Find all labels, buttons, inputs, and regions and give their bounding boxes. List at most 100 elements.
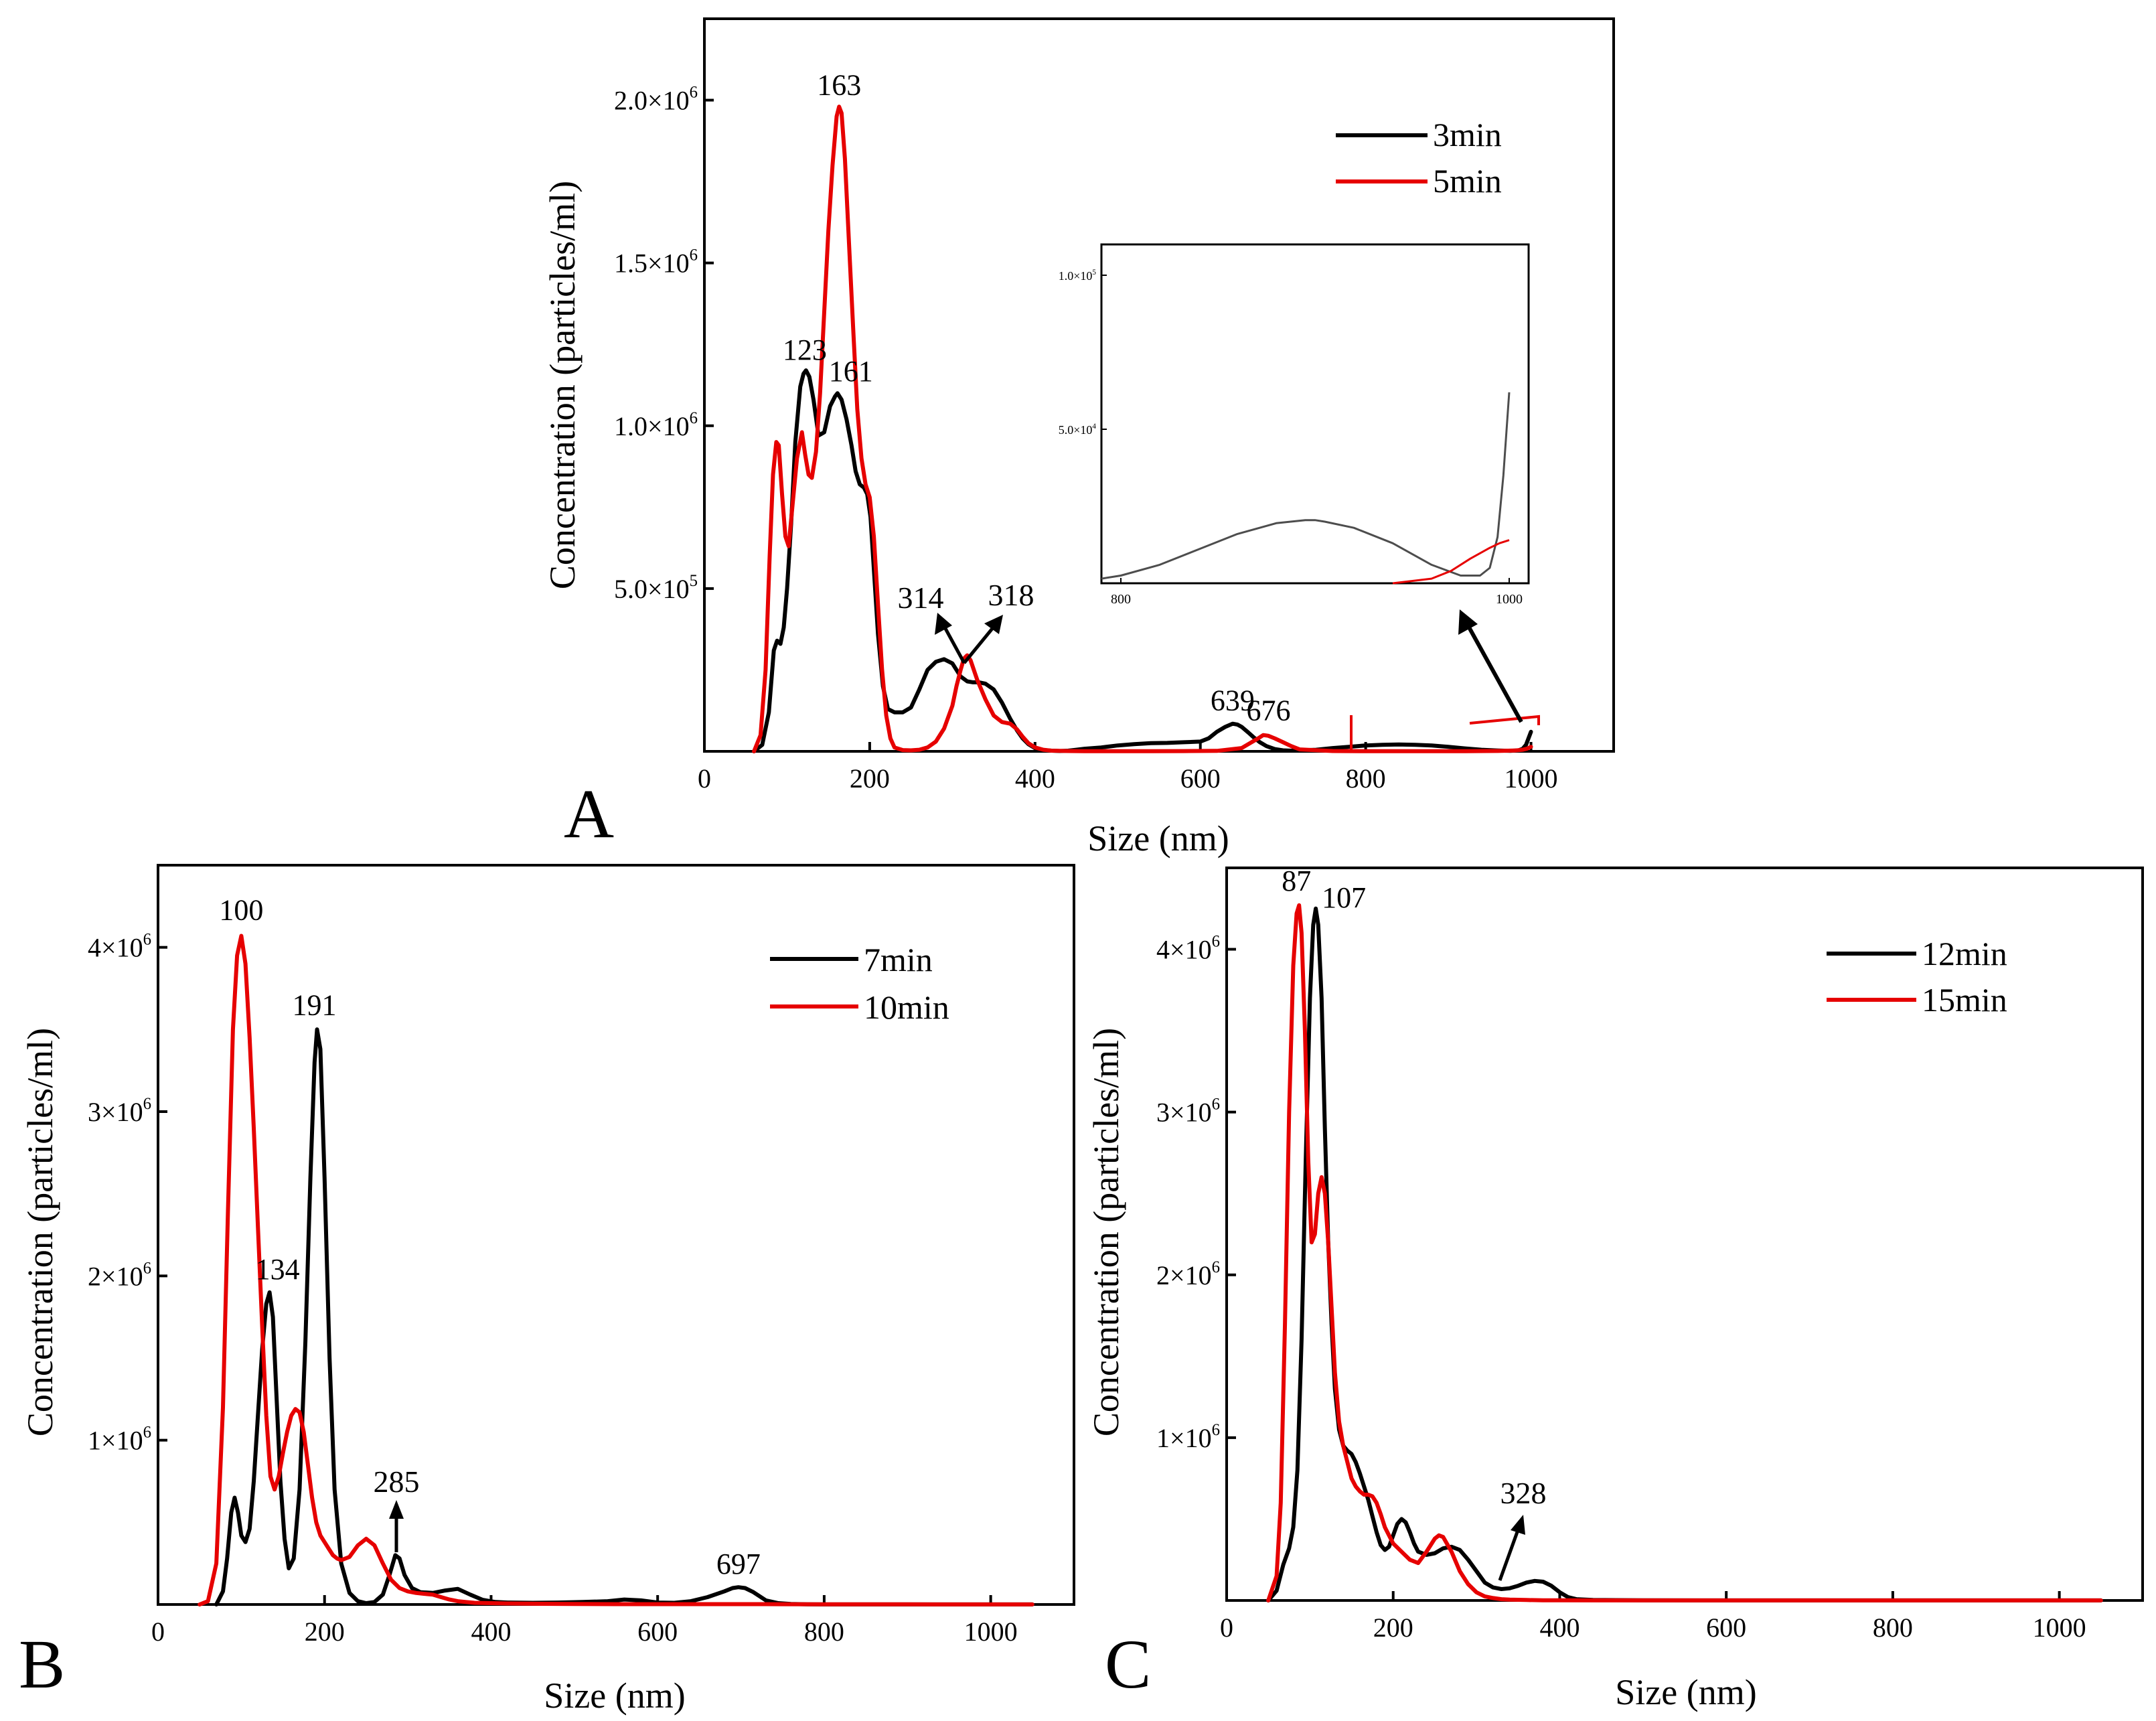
y-tick-label: 1.5×106	[614, 246, 698, 279]
y-tick-label: 3×106	[1156, 1096, 1220, 1128]
panel-b-arrow-285: 285	[374, 1465, 420, 1552]
y-tick-label-mantissa: 3×10	[88, 1097, 143, 1127]
inset-y-tick-label-exponent: 4	[1092, 423, 1096, 431]
y-tick-label-exponent: 5	[690, 572, 698, 590]
arrowhead-318	[984, 615, 1003, 634]
y-tick-label-mantissa: 3×10	[1156, 1098, 1212, 1128]
legend-label-7min: 7min	[864, 941, 933, 978]
x-tick-label: 400	[471, 1617, 511, 1647]
peak-label-134: 134	[256, 1253, 300, 1286]
y-tick-label-mantissa: 1×10	[88, 1426, 143, 1456]
panel-c-letter: C	[1105, 1626, 1151, 1703]
peak-label-161: 161	[829, 355, 873, 388]
panel-b-letter: B	[19, 1626, 65, 1703]
peak-label-100: 100	[219, 893, 263, 926]
x-tick-label: 800	[804, 1617, 844, 1647]
inset-zoom-arrowhead	[1458, 609, 1478, 635]
panel-b-ylabel: Concentration (particles/ml)	[20, 1028, 60, 1436]
label-328: 328	[1500, 1476, 1547, 1510]
y-tick-label-exponent: 6	[690, 246, 698, 265]
x-tick-label: 1000	[1505, 763, 1558, 794]
peak-label-107: 107	[1322, 881, 1366, 914]
panel-b-xlabel: Size (nm)	[544, 1675, 685, 1716]
series-line-7min	[214, 1027, 1034, 1606]
panel-b-annotations: 100 134 191 697	[219, 893, 760, 1580]
x-tick-label: 400	[1015, 763, 1055, 794]
x-tick-label: 1000	[964, 1617, 1018, 1647]
panel-c-xlabel: Size (nm)	[1615, 1672, 1756, 1712]
y-tick-label: 1.0×106	[614, 409, 698, 441]
bracket-mark-1000	[1469, 715, 1540, 725]
inset-y-tick-label-mantissa: 1.0×10	[1059, 269, 1093, 283]
x-tick-label: 0	[151, 1617, 165, 1647]
label-285: 285	[374, 1465, 420, 1499]
series-line-12min	[1266, 906, 2103, 1602]
y-tick-label-exponent: 6	[143, 1424, 151, 1442]
y-tick-label-mantissa: 1×10	[1156, 1423, 1212, 1453]
y-tick-label: 4×106	[88, 931, 151, 963]
panel-b-legend: 7min 10min	[770, 941, 949, 1026]
arrow-318	[963, 625, 996, 664]
panel-b-x-ticks: 0 200 400 600 800 1000	[151, 1595, 1018, 1647]
series-line-5min	[752, 104, 1533, 753]
legend-label-3min: 3min	[1433, 116, 1502, 153]
x-tick-label: 600	[1706, 1613, 1746, 1643]
y-tick-label-exponent: 6	[1212, 1096, 1220, 1114]
peak-label-676: 676	[1247, 694, 1291, 727]
x-tick-label: 1000	[2033, 1613, 2086, 1643]
series-line-15min	[1266, 903, 2103, 1602]
panel-b-series	[198, 933, 1034, 1606]
inset-y-tick-label: 1.0×105	[1059, 269, 1097, 283]
y-tick-label-exponent: 6	[143, 1259, 151, 1277]
y-tick-label: 5.0×105	[614, 572, 698, 604]
y-tick-label-mantissa: 2×10	[1156, 1260, 1212, 1290]
x-tick-label: 0	[698, 763, 711, 794]
arrowhead-314	[935, 613, 952, 635]
y-tick-label-exponent: 6	[690, 409, 698, 427]
y-tick-label-mantissa: 4×10	[88, 933, 143, 963]
y-tick-label-mantissa: 1.0×10	[614, 411, 690, 441]
x-tick-label: 800	[1873, 1613, 1913, 1643]
x-tick-label: 600	[637, 1617, 678, 1647]
panel-a-ylabel: Concentration (particles/ml)	[542, 181, 583, 589]
y-tick-label-mantissa: 2×10	[88, 1261, 143, 1291]
y-tick-label-exponent: 6	[1212, 1421, 1220, 1439]
panel-a-series	[752, 104, 1533, 753]
panel-c-annotations: 87 107	[1282, 865, 1366, 914]
y-tick-label: 1×106	[88, 1424, 151, 1456]
peak-label-163: 163	[817, 68, 861, 101]
y-tick-label: 2×106	[88, 1259, 151, 1291]
peak-label-87: 87	[1282, 865, 1311, 897]
panel-c-series	[1266, 903, 2103, 1602]
x-tick-label: 200	[850, 763, 890, 794]
label-318: 318	[988, 578, 1034, 612]
y-tick-label-exponent: 6	[690, 84, 698, 102]
y-tick-label: 2×106	[1156, 1258, 1220, 1290]
inset-series-line-3min	[1101, 392, 1511, 580]
panel-a-arrows: 314 318	[898, 578, 1034, 664]
y-tick-label-exponent: 6	[143, 931, 151, 949]
inset-y-tick-label-exponent: 5	[1092, 269, 1096, 277]
inset-x-tick-label: 800	[1111, 592, 1131, 607]
y-tick-label: 1×106	[1156, 1421, 1220, 1453]
panel-a-letter: A	[564, 775, 614, 852]
x-tick-label: 800	[1346, 763, 1386, 794]
peak-label-697: 697	[716, 1548, 761, 1580]
panel-c-arrow-328: 328	[1498, 1476, 1547, 1581]
y-tick-label-mantissa: 1.5×10	[614, 248, 690, 279]
peak-label-191: 191	[293, 988, 337, 1021]
y-tick-label-exponent: 6	[143, 1095, 151, 1113]
x-tick-label: 200	[305, 1617, 345, 1647]
y-tick-label: 2.0×106	[614, 84, 698, 116]
panel-a-inset: 800 1000 5.0×104 1.0×105	[1059, 243, 1530, 607]
x-tick-label: 0	[1220, 1613, 1233, 1643]
label-314: 314	[898, 581, 944, 615]
inset-zoom-arrow	[1466, 625, 1523, 723]
